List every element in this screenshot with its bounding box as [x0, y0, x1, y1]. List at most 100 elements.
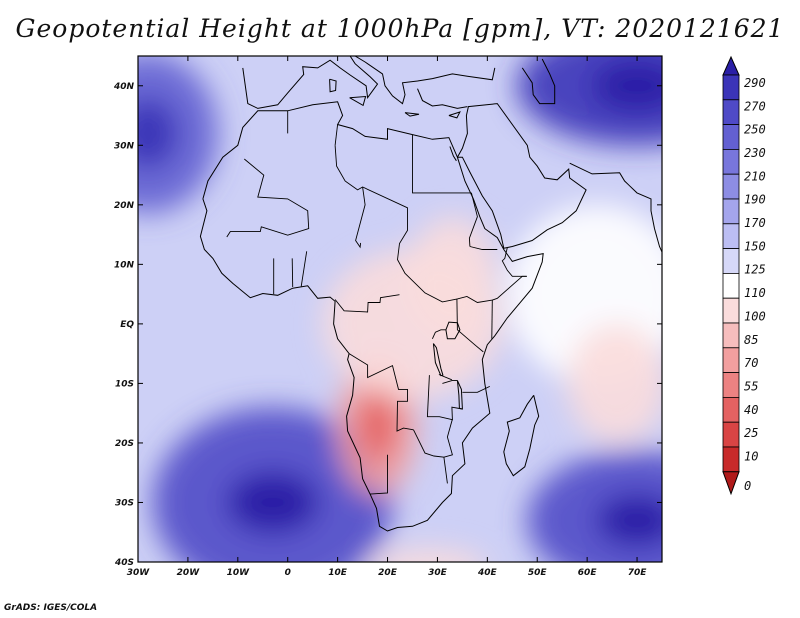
colorbar-label: 100	[744, 309, 766, 323]
colorbar-swatch	[722, 272, 740, 299]
colorbar-swatch	[722, 421, 740, 448]
colorbar-swatch	[722, 99, 740, 126]
country-border-9	[370, 454, 388, 495]
lat-label: 30S	[115, 498, 134, 508]
country-border-14	[442, 379, 458, 384]
country-border-7	[334, 294, 400, 313]
lon-label: 30E	[428, 568, 448, 578]
lon-label: 60E	[578, 568, 598, 578]
region-east-africa-low	[407, 216, 498, 337]
colorbar-label: 250	[744, 123, 766, 137]
sardinia-coastline	[329, 78, 337, 93]
colorbar-swatch	[722, 297, 740, 324]
lat-label: 10N	[114, 260, 135, 270]
colorbar-swatch	[722, 372, 740, 398]
country-border-10	[413, 429, 448, 484]
lon-label: 50E	[528, 568, 548, 578]
lon-label: 10E	[328, 568, 348, 578]
lat-label: EQ	[120, 320, 134, 330]
region-core-arabia-asia-high	[592, 60, 662, 111]
colorbar-label: 40	[744, 403, 758, 417]
country-border-13	[491, 300, 493, 339]
colorbar-label: 150	[744, 239, 766, 253]
lon-label: 20E	[378, 568, 398, 578]
lat-label: 30N	[114, 141, 135, 151]
country-border-8	[348, 353, 414, 432]
region-north-atlantic-high	[138, 56, 218, 214]
country-border-12	[456, 298, 484, 353]
country-border-17	[462, 385, 490, 393]
country-border-0	[226, 158, 310, 238]
lon-label: 20W	[177, 568, 201, 578]
cyprus-coastline	[448, 111, 461, 119]
colorbar-label: 0	[744, 479, 751, 493]
sicily-coastline	[349, 95, 367, 107]
colorbar-swatch	[722, 148, 740, 175]
colorbar: 2902702502302101901701501251101008570554…	[722, 55, 766, 496]
colorbar-label: 70	[744, 356, 758, 370]
region-core-north-atlantic-high	[138, 98, 178, 169]
colorbar-swatch	[722, 173, 740, 200]
country-border-6	[355, 186, 366, 249]
lon-label: 10W	[227, 568, 251, 578]
turkey-south-coastline	[417, 88, 468, 109]
colorbar-label: 85	[744, 333, 758, 347]
region-core-southern-africa-low	[359, 390, 396, 461]
country-border-15	[438, 374, 453, 381]
lat-label: 20N	[114, 201, 135, 211]
country-border-4	[291, 258, 294, 288]
coastlines	[199, 56, 662, 532]
lat-label: 40N	[113, 82, 135, 92]
country-border-22	[334, 124, 339, 146]
colorbar-label: 230	[744, 146, 766, 160]
credit-label: GrADS: IGES/COLA	[4, 603, 98, 613]
colorbar-label: 125	[744, 263, 766, 277]
region-mozambique-channel-low	[567, 323, 662, 444]
country-border-18	[443, 418, 453, 458]
colorbar-label: 290	[744, 76, 766, 90]
europe-coastline	[242, 56, 379, 109]
victoria-lake	[445, 321, 461, 340]
colorbar-label: 55	[744, 379, 758, 393]
colorbar-label: 110	[744, 286, 766, 300]
colorbar-swatch	[722, 396, 740, 423]
caspian-coastline	[521, 58, 556, 105]
colorbar-label: 170	[744, 216, 766, 230]
colorbar-label: 270	[744, 99, 766, 113]
colorbar-swatch	[722, 74, 740, 101]
colorbar-swatch	[722, 223, 740, 250]
lon-label: 70E	[628, 568, 648, 578]
height-field	[138, 56, 662, 562]
tanganyika-lake	[432, 343, 444, 377]
region-core-indian-ocean-high	[597, 495, 662, 546]
balkans-coastline	[354, 56, 496, 105]
country-border-21	[469, 246, 498, 250]
lon-label: 40E	[477, 568, 498, 578]
lat-label: 40S	[114, 558, 134, 568]
arabia-coastline	[456, 103, 587, 249]
colorbar-label: 210	[744, 169, 766, 183]
colorbar-swatch	[722, 347, 740, 373]
country-border-3	[300, 251, 308, 287]
colorbar-label: 190	[744, 193, 766, 207]
colorbar-swatch	[722, 248, 740, 274]
colorbar-label: 10	[744, 449, 758, 463]
crete-coastline	[404, 112, 420, 117]
country-border-2	[412, 134, 472, 194]
red-sea-shelf	[449, 146, 457, 162]
triangle-up-icon	[722, 55, 740, 76]
lon-label: 30W	[127, 568, 151, 578]
africa-coastline	[199, 101, 544, 532]
region-southern-ocean-low	[370, 547, 485, 562]
country-border-11	[431, 329, 446, 339]
iran-coastline	[569, 162, 662, 254]
lat-label: 10S	[115, 379, 134, 389]
chart-title: Geopotential Height at 1000hPa [gpm], VT…	[15, 14, 785, 43]
triangle-down-icon	[722, 471, 740, 496]
lat-label: 20S	[115, 439, 134, 449]
lon-label: 0	[285, 568, 291, 578]
region-core-south-atlantic-high	[227, 472, 318, 533]
madagascar-coastline	[503, 395, 540, 477]
